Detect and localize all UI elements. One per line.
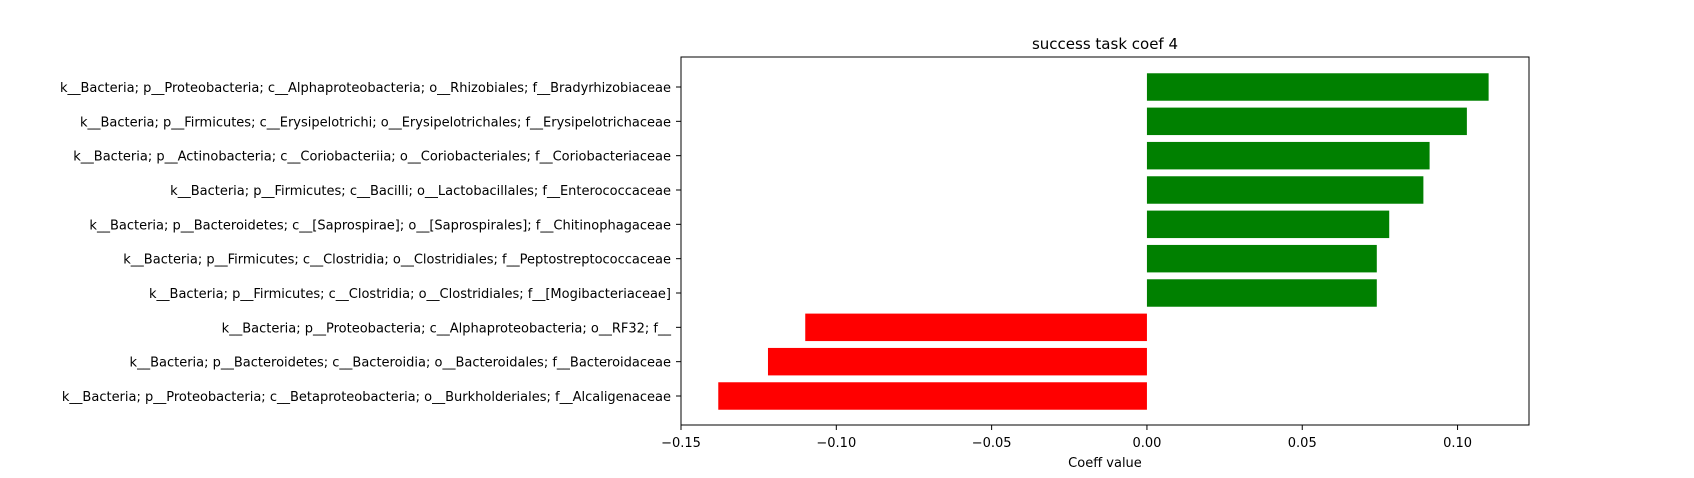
x-tick-label: −0.10	[816, 436, 856, 451]
chart-title: success task coef 4	[1032, 35, 1178, 53]
plot-frame	[680, 56, 1530, 426]
category-label: k__Bacteria; p__Bacteroidetes; c__[Sapro…	[89, 218, 671, 233]
category-label: k__Bacteria; p__Actinobacteria; c__Corio…	[73, 150, 671, 165]
bar	[1146, 176, 1424, 204]
x-tick-label: −0.05	[972, 436, 1012, 451]
bar	[1146, 141, 1430, 170]
category-label: k__Bacteria; p__Firmicutes; c__Clostridi…	[149, 287, 671, 302]
category-labels-group: k__Bacteria; p__Proteobacteria; c__Alpha…	[60, 81, 681, 405]
category-label: k__Bacteria; p__Bacteroidetes; c__Bacter…	[130, 356, 671, 371]
bar	[805, 313, 1147, 342]
bar	[1146, 73, 1489, 101]
category-label: k__Bacteria; p__Firmicutes; c__Erysipelo…	[80, 115, 671, 130]
x-axis-ticks-group: −0.15 −0.10 −0.05 0.00 0.05 0.10	[661, 425, 1472, 451]
category-label: k__Bacteria; p__Firmicutes; c__Clostridi…	[123, 253, 671, 268]
category-label: k__Bacteria; p__Proteobacteria; c__Betap…	[62, 390, 671, 405]
x-tick-label: −0.15	[661, 436, 701, 451]
x-axis-label: Coeff value	[1068, 456, 1142, 471]
x-tick-label: 0.00	[1132, 436, 1161, 451]
bar	[1146, 107, 1467, 136]
category-label: k__Bacteria; p__Proteobacteria; c__Alpha…	[222, 321, 672, 336]
bar	[767, 347, 1147, 376]
x-tick-label: 0.05	[1288, 436, 1317, 451]
x-tick-label: 0.10	[1443, 436, 1472, 451]
category-label: k__Bacteria; p__Firmicutes; c__Bacilli; …	[170, 184, 671, 199]
bar	[718, 382, 1147, 410]
bar	[1146, 210, 1390, 239]
bar	[1146, 244, 1377, 273]
category-label: k__Bacteria; p__Proteobacteria; c__Alpha…	[60, 81, 671, 96]
bars-group	[718, 73, 1489, 410]
bar	[1146, 279, 1377, 307]
